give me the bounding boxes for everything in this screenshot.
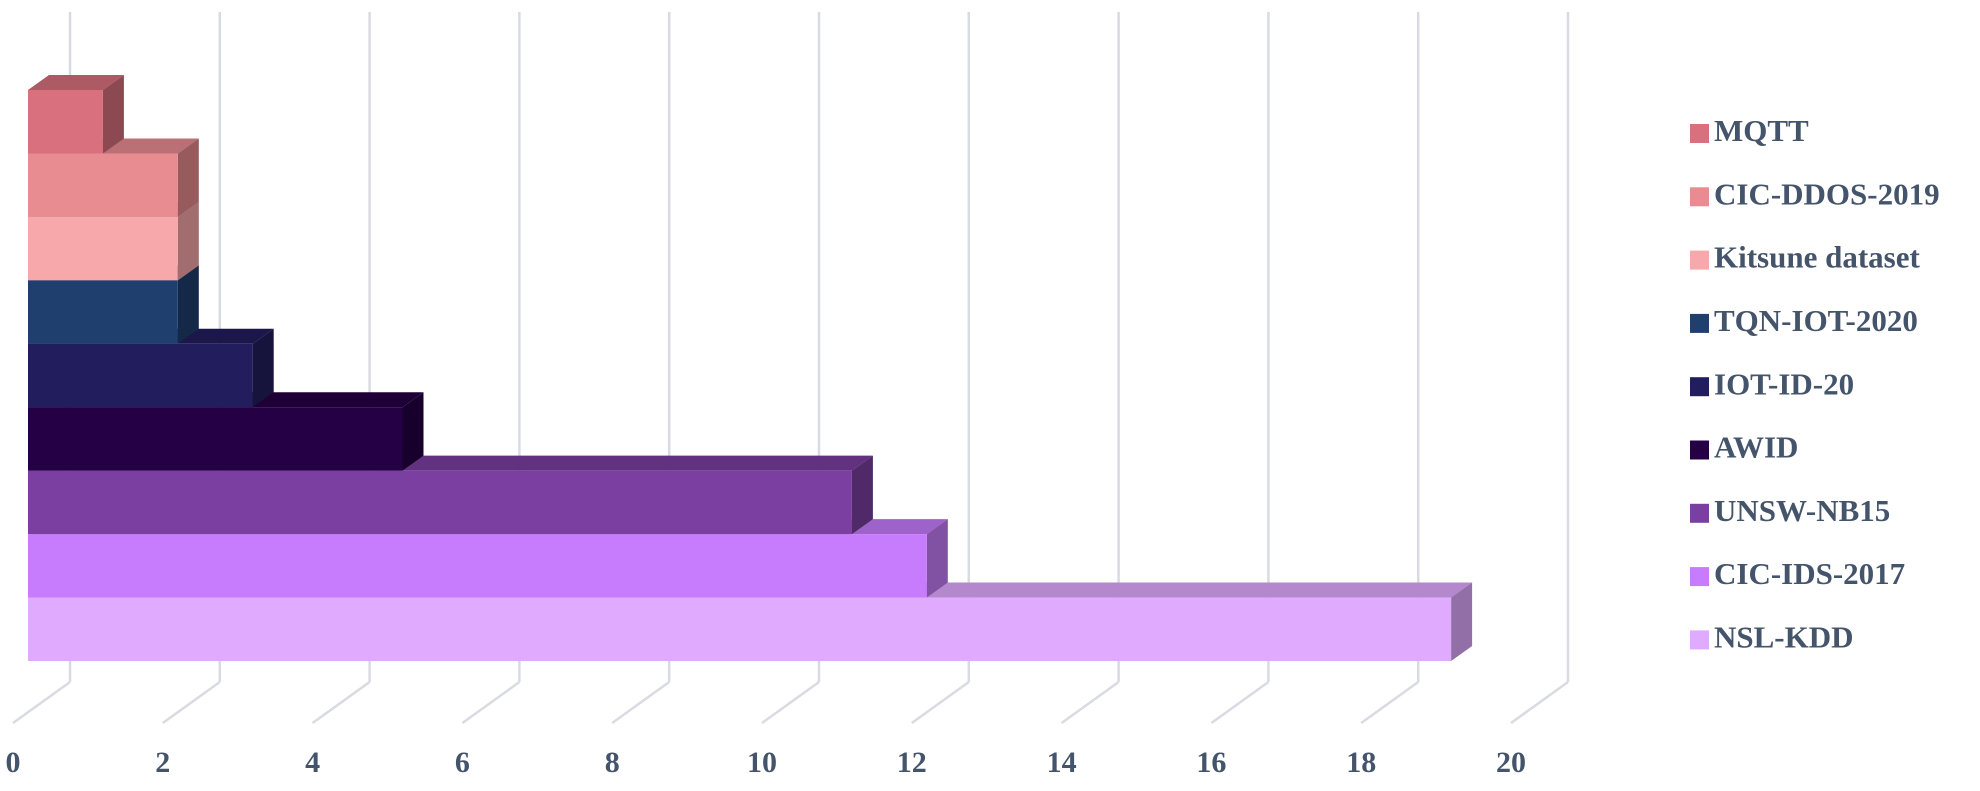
bar-side (177, 201, 199, 281)
floor-line (461, 680, 521, 725)
legend-label: TQN-IOT-2020 (1714, 303, 1918, 338)
legend-label: AWID (1714, 430, 1798, 465)
floor-line (911, 680, 970, 725)
legend-swatch (1690, 503, 1709, 523)
x-tick-label: 16 (1196, 746, 1226, 779)
floor-line (311, 680, 371, 725)
legend-swatch (1690, 313, 1709, 333)
legend-label: Kitsune dataset (1714, 240, 1920, 275)
bar-side (851, 455, 873, 535)
floor-line (12, 680, 71, 725)
legend-label: MQTT (1714, 113, 1809, 148)
floor-line (1510, 680, 1569, 725)
bar (28, 534, 927, 598)
bar-side (1451, 582, 1473, 661)
floor-line (761, 680, 820, 725)
bar-side (177, 138, 199, 217)
bar-top (28, 75, 124, 90)
bar (28, 407, 403, 471)
legend-swatch (1690, 124, 1709, 143)
legend-label: CIC-IDS-2017 (1714, 556, 1905, 591)
floor-line (1210, 680, 1270, 725)
legend-label: NSL-KDD (1714, 620, 1854, 655)
x-tick-label: 2 (155, 746, 170, 779)
legend-swatch (1690, 250, 1709, 270)
floor-line (1360, 680, 1419, 725)
x-tick-label: 18 (1346, 746, 1376, 779)
floor-line (611, 680, 670, 725)
bar (28, 153, 178, 217)
bar (28, 280, 178, 344)
bar (28, 597, 1452, 661)
bar-side (177, 265, 199, 344)
x-tick-label: 12 (897, 746, 927, 779)
legend-swatch (1690, 567, 1709, 587)
legend-swatch (1690, 377, 1709, 397)
bar (28, 470, 852, 535)
x-tick-label: 14 (1047, 746, 1077, 779)
x-tick-label: 10 (747, 746, 777, 779)
x-tick-label: 6 (455, 746, 470, 779)
legend-swatch (1690, 440, 1709, 460)
legend-label: UNSW-NB15 (1714, 493, 1890, 528)
x-tick-label: 0 (6, 746, 21, 779)
bar-side (252, 328, 274, 408)
bar (28, 90, 103, 154)
bar (28, 216, 178, 281)
legend-label: CIC-DDOS-2019 (1714, 176, 1940, 211)
x-tick-label: 4 (305, 746, 320, 779)
legend-label: IOT-ID-20 (1714, 366, 1854, 401)
bar-side (926, 519, 948, 598)
bar-side (102, 75, 124, 154)
floor-line (1060, 680, 1120, 725)
bar (28, 343, 253, 408)
legend-swatch (1690, 187, 1709, 207)
x-tick-label: 8 (605, 746, 620, 779)
floor-line (162, 680, 221, 725)
legend-swatch (1690, 630, 1709, 650)
bar-side (402, 392, 424, 471)
x-tick-label: 20 (1496, 746, 1526, 779)
